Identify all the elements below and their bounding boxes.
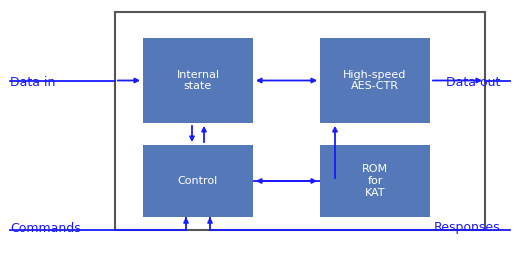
Text: Commands: Commands: [10, 222, 81, 235]
Bar: [115, 12, 485, 230]
Bar: [320, 145, 430, 217]
Text: Internal
state: Internal state: [176, 70, 220, 91]
Bar: [143, 38, 253, 123]
Text: High-speed
AES-CTR: High-speed AES-CTR: [343, 70, 407, 91]
Bar: [320, 38, 430, 123]
Text: Data in: Data in: [10, 76, 56, 88]
Text: Data out: Data out: [446, 76, 500, 88]
Bar: [143, 145, 253, 217]
Text: Control: Control: [178, 176, 218, 186]
Text: ROM
for
KAT: ROM for KAT: [362, 164, 388, 198]
Text: Responses: Responses: [433, 222, 500, 235]
